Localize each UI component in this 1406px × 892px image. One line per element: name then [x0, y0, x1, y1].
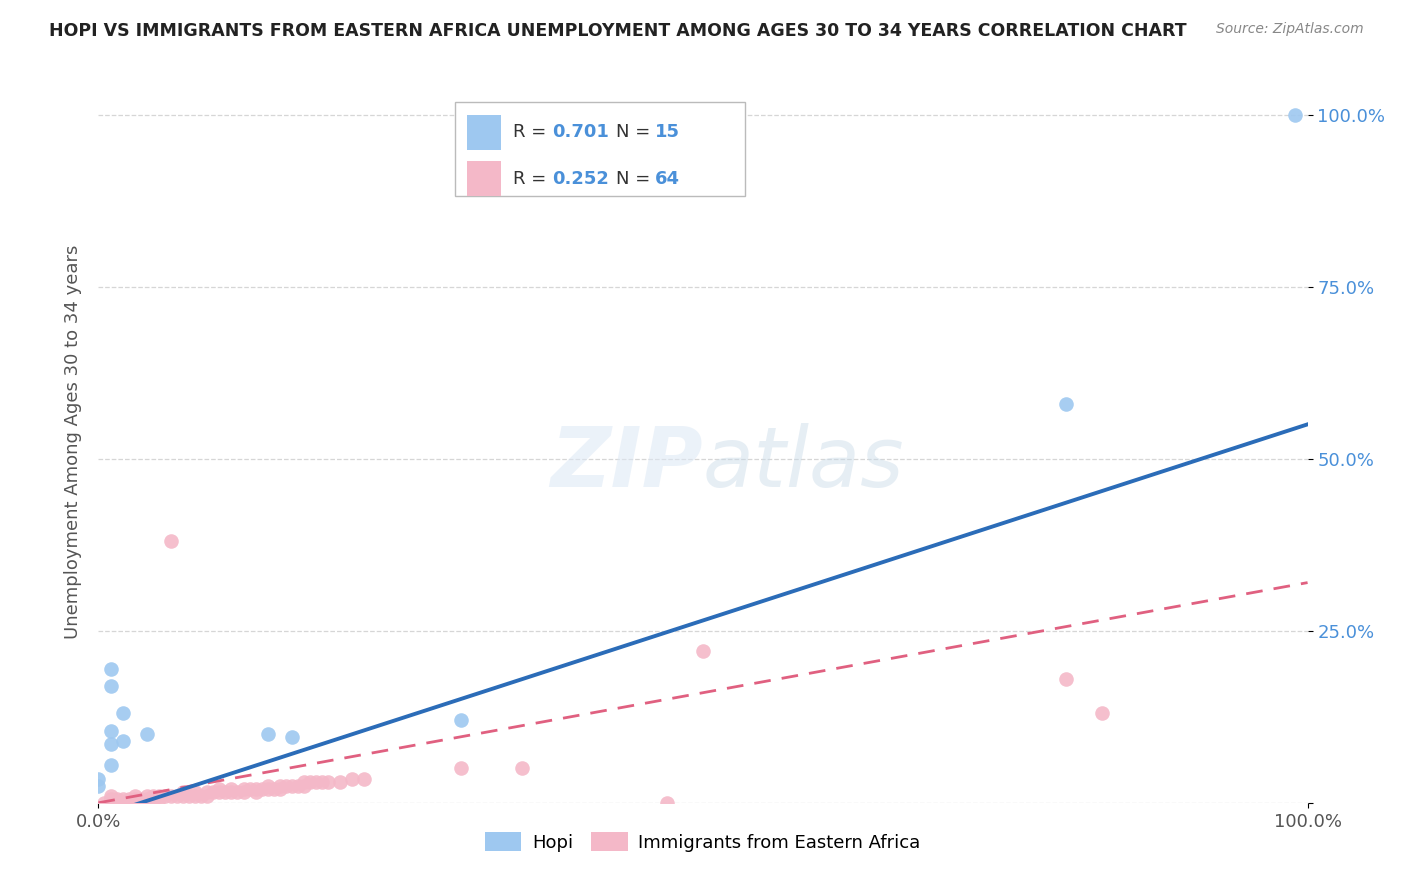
Point: [190, 789, 212, 803]
Text: N =: N =: [616, 169, 657, 187]
Point: [100, 662, 122, 676]
Point: [232, 785, 254, 799]
Point: [153, 789, 176, 803]
Point: [281, 731, 304, 745]
Point: [148, 789, 170, 803]
Point: [274, 779, 297, 793]
Point: [111, 734, 134, 748]
Point: [208, 785, 231, 799]
Point: [214, 785, 236, 799]
Point: [100, 723, 122, 738]
Point: [208, 782, 231, 797]
Text: R =: R =: [513, 123, 553, 141]
Point: [305, 775, 328, 789]
Point: [692, 644, 714, 658]
Point: [118, 792, 141, 806]
Text: 64: 64: [655, 169, 679, 187]
Point: [292, 779, 315, 793]
Point: [184, 789, 207, 803]
Text: HOPI VS IMMIGRANTS FROM EASTERN AFRICA UNEMPLOYMENT AMONG AGES 30 TO 34 YEARS CO: HOPI VS IMMIGRANTS FROM EASTERN AFRICA U…: [49, 22, 1187, 40]
Legend: Hopi, Immigrants from Eastern Africa: Hopi, Immigrants from Eastern Africa: [478, 825, 928, 859]
Point: [124, 792, 146, 806]
Point: [226, 785, 249, 799]
Point: [111, 706, 134, 721]
Point: [142, 792, 165, 806]
FancyBboxPatch shape: [456, 102, 745, 196]
Point: [87, 772, 110, 786]
Point: [510, 761, 533, 775]
Point: [135, 727, 157, 741]
Point: [232, 782, 254, 797]
Point: [195, 789, 218, 803]
Point: [256, 727, 278, 741]
FancyBboxPatch shape: [467, 115, 501, 150]
Point: [450, 761, 472, 775]
Point: [124, 789, 146, 803]
Point: [142, 789, 165, 803]
Point: [250, 782, 273, 797]
Point: [342, 772, 364, 786]
Point: [256, 782, 278, 797]
Point: [172, 789, 194, 803]
Point: [1054, 397, 1077, 411]
Point: [353, 772, 375, 786]
Point: [105, 792, 128, 806]
Point: [316, 775, 339, 789]
Point: [111, 792, 134, 806]
Point: [292, 775, 315, 789]
Point: [172, 785, 194, 799]
Point: [184, 785, 207, 799]
Point: [245, 785, 267, 799]
Point: [221, 782, 243, 797]
Point: [450, 713, 472, 727]
Point: [100, 758, 122, 772]
Point: [148, 792, 170, 806]
Point: [160, 789, 183, 803]
Point: [100, 789, 122, 803]
Point: [93, 796, 115, 810]
Y-axis label: Unemployment Among Ages 30 to 34 years: Unemployment Among Ages 30 to 34 years: [63, 244, 82, 639]
Point: [329, 775, 352, 789]
Point: [239, 782, 262, 797]
Point: [166, 789, 188, 803]
Point: [269, 782, 291, 797]
Point: [135, 789, 157, 803]
Point: [269, 779, 291, 793]
Point: [655, 796, 678, 810]
Point: [100, 792, 122, 806]
Text: Source: ZipAtlas.com: Source: ZipAtlas.com: [1216, 22, 1364, 37]
Point: [311, 775, 333, 789]
Text: ZIP: ZIP: [550, 423, 703, 504]
Point: [1284, 108, 1306, 122]
Point: [221, 785, 243, 799]
Point: [263, 782, 285, 797]
FancyBboxPatch shape: [467, 161, 501, 196]
Point: [160, 534, 183, 549]
Point: [281, 779, 304, 793]
Point: [202, 785, 225, 799]
Point: [118, 796, 141, 810]
Point: [100, 737, 122, 751]
Point: [245, 782, 267, 797]
Text: 15: 15: [655, 123, 679, 141]
Point: [100, 679, 122, 693]
Point: [287, 779, 309, 793]
Point: [129, 792, 152, 806]
Point: [299, 775, 322, 789]
Point: [195, 785, 218, 799]
Point: [1091, 706, 1114, 721]
Point: [179, 789, 201, 803]
Text: N =: N =: [616, 123, 657, 141]
Point: [256, 779, 278, 793]
Text: atlas: atlas: [703, 423, 904, 504]
Point: [135, 792, 157, 806]
Text: 0.252: 0.252: [551, 169, 609, 187]
Text: 0.701: 0.701: [551, 123, 609, 141]
Point: [87, 779, 110, 793]
Point: [1054, 672, 1077, 686]
Text: R =: R =: [513, 169, 553, 187]
